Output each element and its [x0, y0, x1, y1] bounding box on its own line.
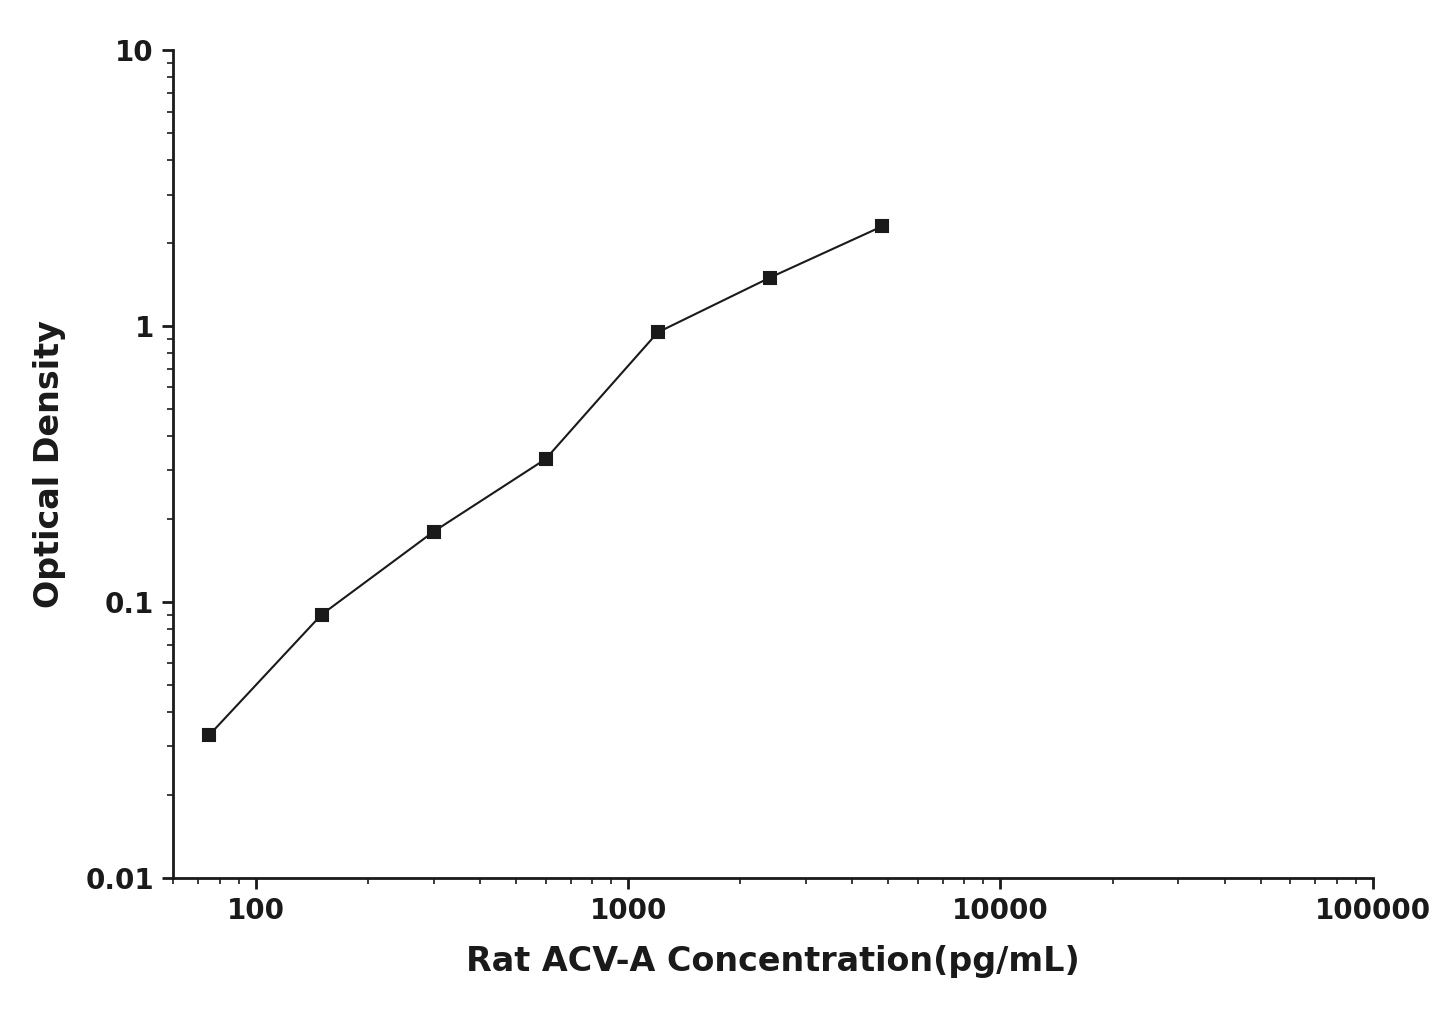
X-axis label: Rat ACV-A Concentration(pg/mL): Rat ACV-A Concentration(pg/mL) [467, 944, 1079, 978]
Y-axis label: Optical Density: Optical Density [33, 320, 66, 608]
